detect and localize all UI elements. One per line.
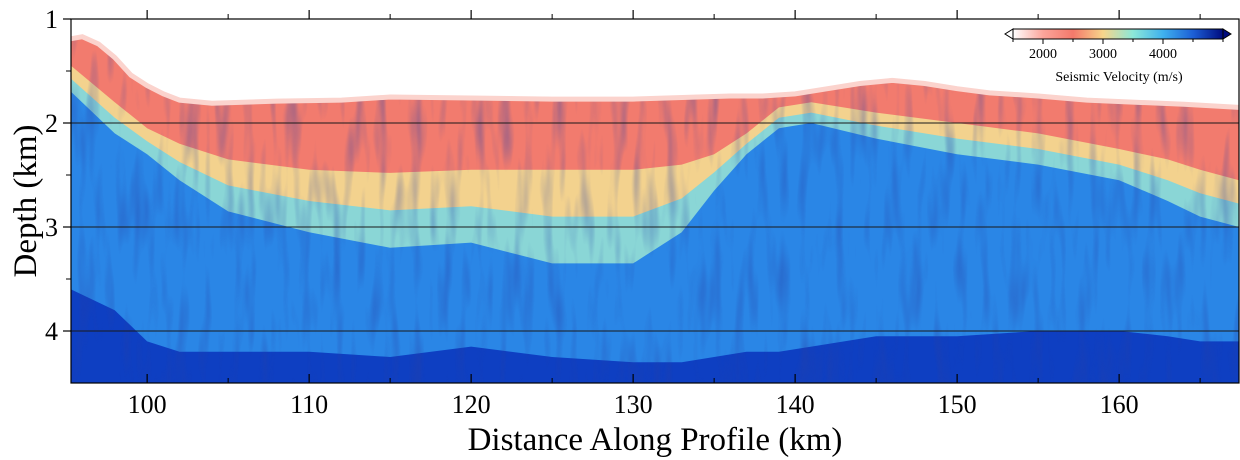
x-tick-label-160: 160 <box>1100 390 1139 419</box>
y-tick-label-1: 1 <box>45 5 58 34</box>
plot-frame <box>70 18 1240 384</box>
x-tick-label-130: 130 <box>614 390 653 419</box>
colorbar-tick-label-2000: 2000 <box>1029 47 1057 62</box>
axis-ticks: 100 110 120 130 140 150 160 1 2 3 4 <box>45 5 1201 419</box>
colorbar-title: Seismic Velocity (m/s) <box>1055 70 1183 85</box>
colorbar-min-triangle <box>1004 28 1014 40</box>
y-axis-title: Depth (km) <box>8 124 44 277</box>
depth-gridlines <box>71 122 1239 332</box>
water-column <box>71 19 1239 106</box>
x-tick-label-150: 150 <box>938 390 977 419</box>
colorbar-max-triangle <box>1222 28 1232 40</box>
y-tick-label-3: 3 <box>45 213 58 242</box>
x-tick-label-100: 100 <box>128 390 167 419</box>
colorbar-tick-label-3000: 3000 <box>1089 47 1117 62</box>
x-axis-title: Distance Along Profile (km) <box>468 422 843 458</box>
colorbar-tick-label-4000: 4000 <box>1149 47 1177 62</box>
velocity-heatmap <box>71 19 1239 383</box>
seafloor-line <box>71 34 1239 110</box>
x-tick-label-140: 140 <box>776 390 815 419</box>
colorbar: 2000 3000 4000 Seismic Velocity (m/s) <box>1004 28 1232 85</box>
y-tick-label-2: 2 <box>45 109 58 138</box>
x-tick-label-120: 120 <box>452 390 491 419</box>
x-tick-label-110: 110 <box>290 390 328 419</box>
colorbar-ramp <box>1012 28 1224 40</box>
y-tick-label-4: 4 <box>45 317 58 346</box>
